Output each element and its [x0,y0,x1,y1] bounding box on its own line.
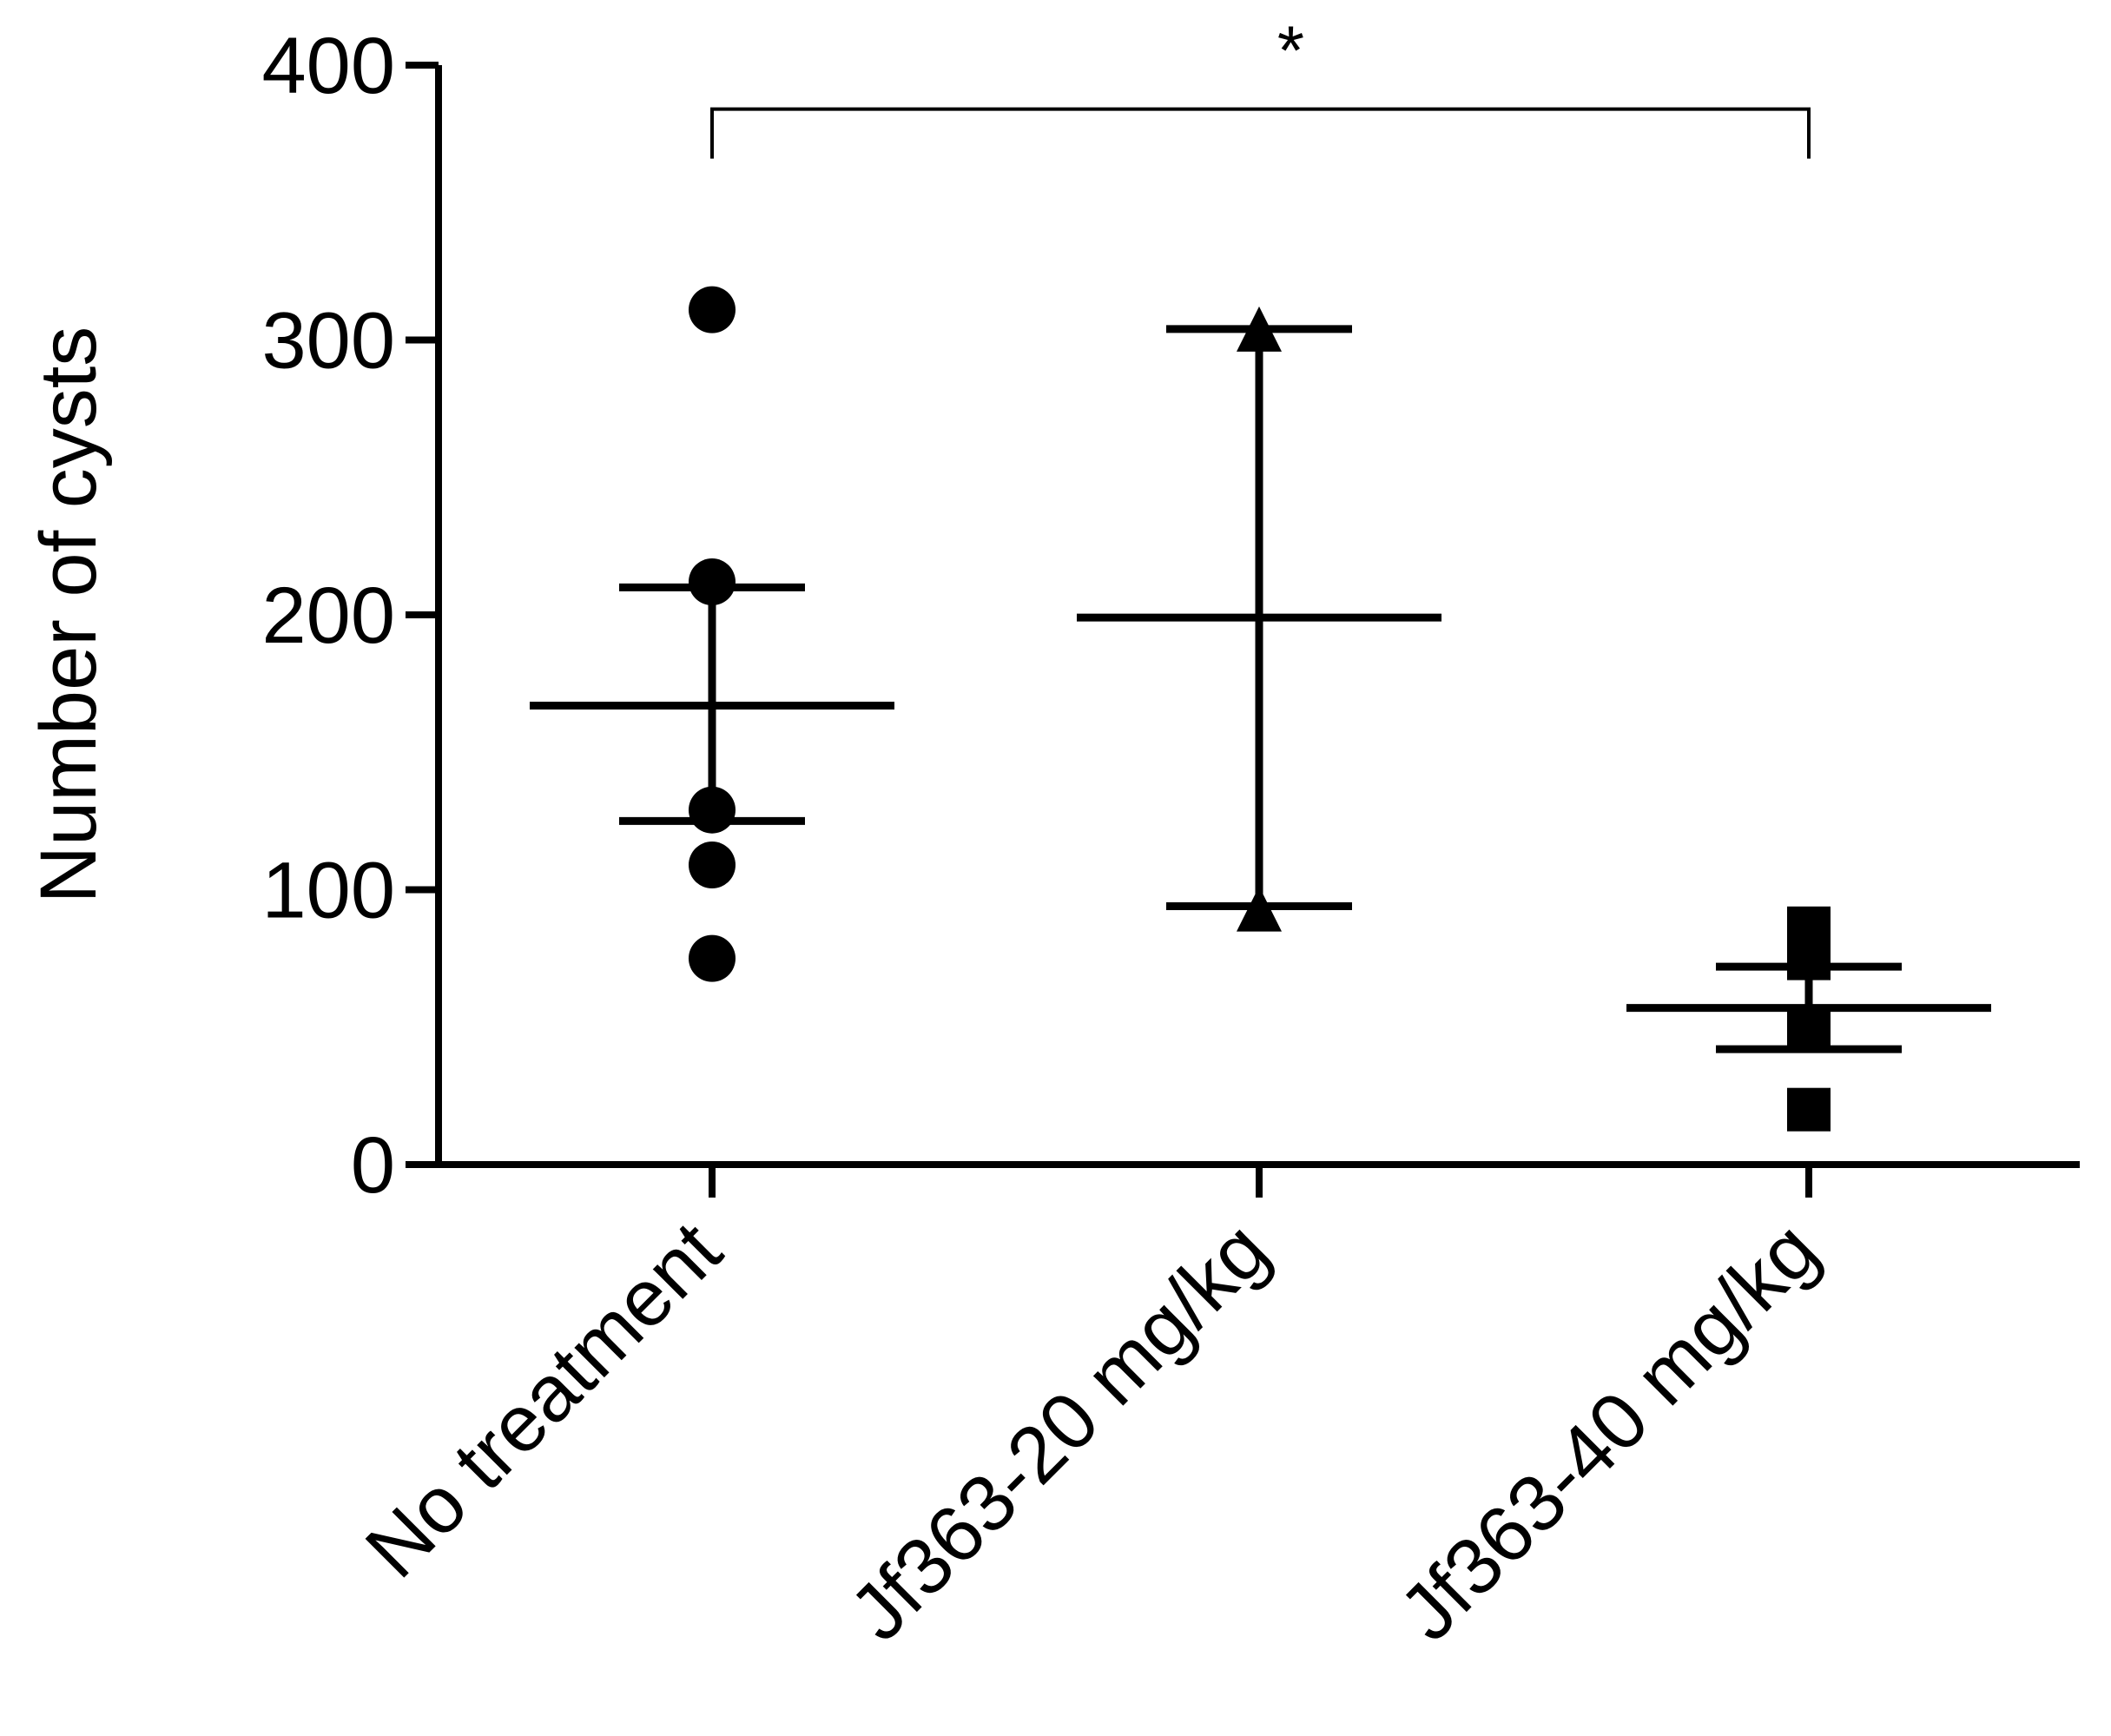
annotation-layer: * [710,12,1811,159]
data-point-circle [689,286,736,333]
series-layer [530,286,1991,1132]
data-point-circle [689,558,736,606]
y-tick-label: 400 [262,22,396,110]
data-point-square [1787,1087,1831,1132]
x-tick-label: Jf363-40 mg/kg [1383,1205,1836,1658]
significance-marker: * [1277,12,1304,89]
significance-bracket [710,107,1811,159]
data-point-circle [689,934,736,982]
y-tick-label: 0 [351,1121,395,1210]
y-axis-label: Number of cysts [24,327,113,904]
y-tick-label: 100 [262,847,396,935]
x-tick-label: No treatment [349,1205,738,1594]
y-tick-label: 300 [262,297,396,386]
y-tick-label: 200 [262,571,396,660]
data-point-circle [689,842,736,889]
x-ticks: No treatment Jf363-20 mg/kg Jf363-40 mg/kg [349,1165,1835,1658]
x-tick-label: Jf363-20 mg/kg [834,1205,1286,1658]
y-ticks: 0 100 200 300 400 [262,22,439,1210]
series-group [530,286,894,982]
series-group [1626,906,1991,1132]
series-group [1077,306,1441,932]
